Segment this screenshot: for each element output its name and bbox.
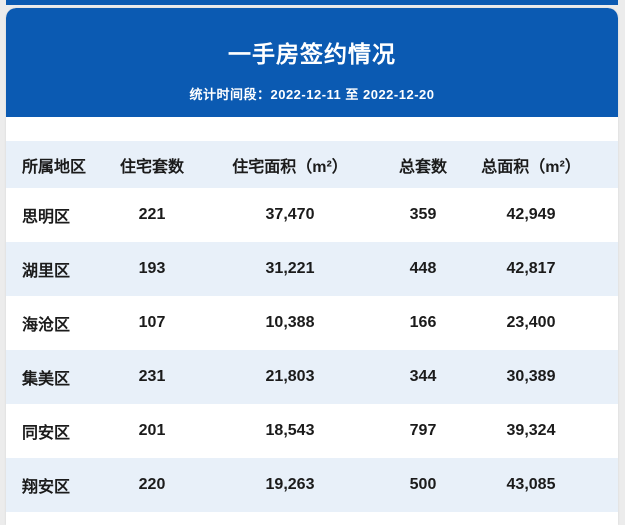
value-cell: 42,817	[468, 242, 618, 296]
value-cell: 30,389	[468, 350, 618, 404]
page-title: 一手房签约情况	[228, 41, 396, 67]
district-cell: 集美区	[6, 350, 102, 404]
value-cell: 18,543	[202, 404, 378, 458]
stat-period-subtitle: 统计时间段：2022-12-11 至 2022-12-20	[189, 87, 435, 102]
value-cell: 43,085	[468, 458, 618, 512]
value-cell: 448	[378, 242, 468, 296]
column-header: 住宅套数	[102, 141, 202, 188]
table-row: 翔安区 220 19,263 500 43,085	[6, 458, 618, 512]
previous-card-sliver	[6, 0, 618, 5]
header-table-spacer	[6, 117, 618, 141]
district-cell: 翔安区	[6, 458, 102, 512]
table-row: 湖里区 193 31,221 448 42,817	[6, 242, 618, 296]
column-header: 所属地区	[6, 141, 102, 188]
stats-card: 一手房签约情况 统计时间段：2022-12-11 至 2022-12-20 所属…	[6, 8, 618, 525]
table-header-row: 所属地区 住宅套数 住宅面积（m²） 总套数 总面积（m²）	[6, 141, 618, 188]
district-cell: 同安区	[6, 404, 102, 458]
value-cell: 221	[102, 188, 202, 242]
value-cell: 39,324	[468, 404, 618, 458]
value-cell: 31,221	[202, 242, 378, 296]
value-cell: 107	[102, 296, 202, 350]
value-cell: 42,949	[468, 188, 618, 242]
value-cell: 231	[102, 350, 202, 404]
value-cell: 166	[378, 296, 468, 350]
value-cell: 201	[102, 404, 202, 458]
column-header: 总套数	[378, 141, 468, 188]
table-row: 同安区 201 18,543 797 39,324	[6, 404, 618, 458]
value-cell: 797	[378, 404, 468, 458]
value-cell: 10,388	[202, 296, 378, 350]
table-row: 海沧区 107 10,388 166 23,400	[6, 296, 618, 350]
column-header: 总面积（m²）	[468, 141, 618, 188]
value-cell: 23,400	[468, 296, 618, 350]
value-cell: 220	[102, 458, 202, 512]
value-cell: 193	[102, 242, 202, 296]
district-cell: 海沧区	[6, 296, 102, 350]
value-cell: 19,263	[202, 458, 378, 512]
value-cell: 500	[378, 458, 468, 512]
value-cell: 344	[378, 350, 468, 404]
table-row: 思明区 221 37,470 359 42,949	[6, 188, 618, 242]
value-cell: 37,470	[202, 188, 378, 242]
column-header: 住宅面积（m²）	[202, 141, 378, 188]
district-cell: 湖里区	[6, 242, 102, 296]
district-cell: 思明区	[6, 188, 102, 242]
table-row: 集美区 231 21,803 344 30,389	[6, 350, 618, 404]
signing-stats-table: 所属地区 住宅套数 住宅面积（m²） 总套数 总面积（m²） 思明区 221 37,470 3…	[6, 141, 618, 512]
value-cell: 359	[378, 188, 468, 242]
value-cell: 21,803	[202, 350, 378, 404]
card-header: 一手房签约情况 统计时间段：2022-12-11 至 2022-12-20	[6, 8, 618, 117]
